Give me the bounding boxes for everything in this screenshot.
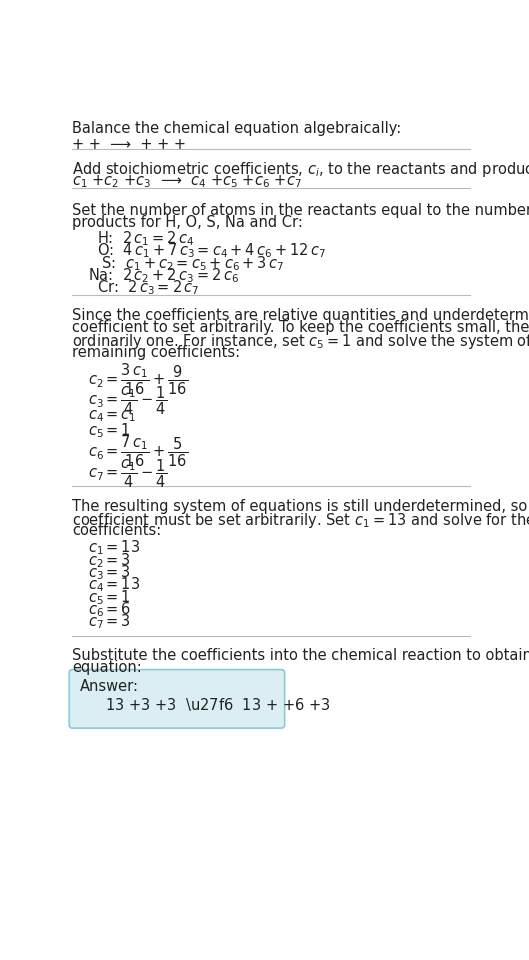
Text: Add stoichiometric coefficients, $c_i$, to the reactants and products:: Add stoichiometric coefficients, $c_i$, … [72,160,529,179]
FancyBboxPatch shape [69,670,285,728]
Text: Na:  $2\,c_2 + 2\,c_3 = 2\,c_6$: Na: $2\,c_2 + 2\,c_3 = 2\,c_6$ [88,266,239,285]
Text: O:  $4\,c_1 + 7\,c_3 = c_4 + 4\,c_6 + 12\,c_7$: O: $4\,c_1 + 7\,c_3 = c_4 + 4\,c_6 + 12\… [97,242,326,260]
Text: remaining coefficients:: remaining coefficients: [72,345,241,360]
Text: coefficient must be set arbitrarily. Set $c_1 = 13$ and solve for the remaining: coefficient must be set arbitrarily. Set… [72,511,529,530]
Text: $c_2 = 3$: $c_2 = 3$ [88,551,131,569]
Text: Set the number of atoms in the reactants equal to the number of atoms in the: Set the number of atoms in the reactants… [72,203,529,218]
Text: equation:: equation: [72,660,142,676]
Text: $c_3 = \dfrac{c_1}{4} - \dfrac{1}{4}$: $c_3 = \dfrac{c_1}{4} - \dfrac{1}{4}$ [88,385,167,418]
Text: $c_2 = \dfrac{3\,c_1}{16} + \dfrac{9}{16}$: $c_2 = \dfrac{3\,c_1}{16} + \dfrac{9}{16… [88,362,188,396]
Text: $c_1$ +$c_2$ +$c_3$  ⟶  $c_4$ +$c_5$ +$c_6$ +$c_7$: $c_1$ +$c_2$ +$c_3$ ⟶ $c_4$ +$c_5$ +$c_6… [72,174,302,190]
Text: $c_5 = 1$: $c_5 = 1$ [88,588,131,607]
Text: $c_7 = \dfrac{c_1}{4} - \dfrac{1}{4}$: $c_7 = \dfrac{c_1}{4} - \dfrac{1}{4}$ [88,457,167,490]
Text: $c_1 = 13$: $c_1 = 13$ [88,539,140,558]
Text: Cr:  $2\,c_3 = 2\,c_7$: Cr: $2\,c_3 = 2\,c_7$ [97,278,199,298]
Text: Since the coefficients are relative quantities and underdetermined, choose a: Since the coefficients are relative quan… [72,308,529,323]
Text: $c_6 = \dfrac{7\,c_1}{16} + \dfrac{5}{16}$: $c_6 = \dfrac{7\,c_1}{16} + \dfrac{5}{16… [88,434,188,469]
Text: Substitute the coefficients into the chemical reaction to obtain the balanced: Substitute the coefficients into the che… [72,648,529,663]
Text: $c_6 = 6$: $c_6 = 6$ [88,600,131,619]
Text: $c_5 = 1$: $c_5 = 1$ [88,420,131,440]
Text: + +  ⟶  + + +: + + ⟶ + + + [72,136,186,152]
Text: products for H, O, S, Na and Cr:: products for H, O, S, Na and Cr: [72,215,303,230]
Text: S:  $c_1 + c_2 = c_5 + c_6 + 3\,c_7$: S: $c_1 + c_2 = c_5 + c_6 + 3\,c_7$ [97,253,285,273]
Text: Balance the chemical equation algebraically:: Balance the chemical equation algebraica… [72,121,402,136]
Text: coefficient to set arbitrarily. To keep the coefficients small, the arbitrary va: coefficient to set arbitrarily. To keep … [72,320,529,335]
Text: $c_4 = 13$: $c_4 = 13$ [88,576,140,594]
Text: $c_4 = c_1$: $c_4 = c_1$ [88,408,136,423]
Text: $c_7 = 3$: $c_7 = 3$ [88,612,131,632]
Text: Answer:: Answer: [80,679,139,694]
Text: coefficients:: coefficients: [72,523,161,539]
Text: The resulting system of equations is still underdetermined, so an additional: The resulting system of equations is sti… [72,498,529,514]
Text: $13$ +$3$ +$3$  \u27f6  $13$ + +$6$ +$3$: $13$ +$3$ +$3$ \u27f6 $13$ + +$6$ +$3$ [105,696,331,712]
Text: H:  $2\,c_1 = 2\,c_4$: H: $2\,c_1 = 2\,c_4$ [97,229,195,248]
Text: ordinarily one. For instance, set $c_5 = 1$ and solve the system of equations fo: ordinarily one. For instance, set $c_5 =… [72,332,529,351]
Text: $c_3 = 3$: $c_3 = 3$ [88,564,131,582]
